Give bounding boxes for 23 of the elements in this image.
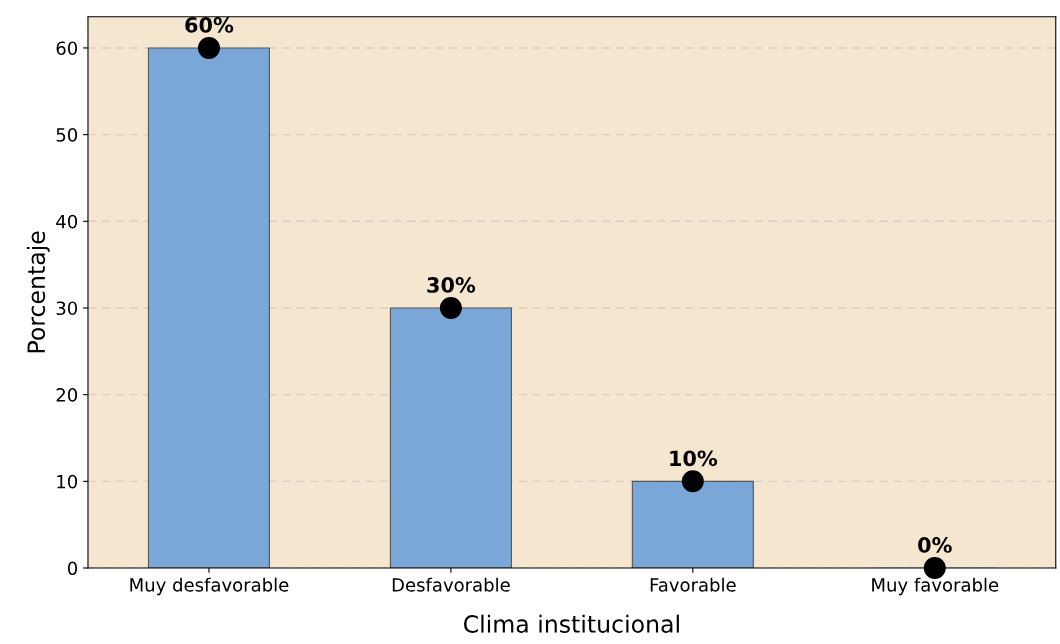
y-tick-label: 20 xyxy=(56,388,78,402)
point xyxy=(197,36,220,59)
y-tick-label: 40 xyxy=(56,214,78,229)
point xyxy=(439,296,462,319)
y-tick-label: 30 xyxy=(56,301,78,316)
data-label: 0% xyxy=(918,537,952,553)
bar xyxy=(631,480,754,569)
y-axis-title: Porcentaje xyxy=(26,231,50,353)
data-label: 30% xyxy=(427,277,476,293)
y-tick-label: 0 xyxy=(67,561,78,576)
x-tick-label: Desfavorable xyxy=(392,577,510,592)
x-axis-title: Clima institucional xyxy=(463,614,679,633)
bar xyxy=(389,307,512,569)
y-tick-label: 60 xyxy=(56,41,78,56)
data-label: 10% xyxy=(670,450,718,467)
x-tick-label: Muy desfavorable xyxy=(130,577,289,596)
x-tick-label: Favorable xyxy=(650,577,736,592)
bar xyxy=(147,47,270,569)
y-tick-label: 50 xyxy=(56,128,78,142)
data-label: 60% xyxy=(185,17,234,33)
point xyxy=(681,470,704,493)
y-tick-label: 10 xyxy=(57,474,78,489)
x-tick-label: Muy favorable xyxy=(872,577,999,596)
